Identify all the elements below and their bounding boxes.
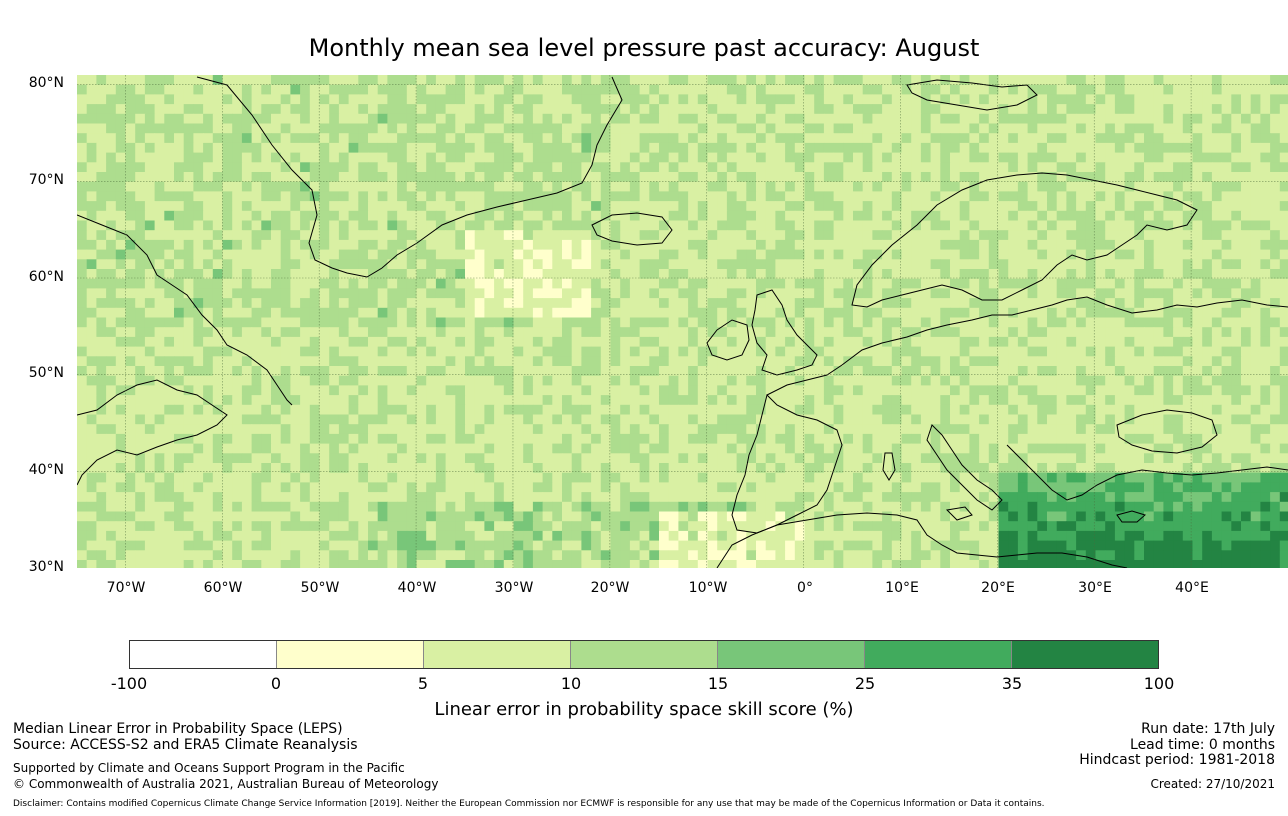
iberia-coast [731,394,843,534]
support-text: Supported by Climate and Oceans Support … [13,761,405,775]
scandinavia-coast [851,172,1198,308]
lon-label-0: 0° [797,580,813,596]
lon-label-10w: 10°W [688,580,728,596]
run-date-text: Run date: 17th July [1141,721,1275,737]
lat-label-80n: 80°N [28,75,64,91]
ireland-coast [706,319,750,361]
lon-label-10e: 10°E [885,580,919,596]
africa-coast [716,512,1128,568]
method-text: Median Linear Error in Probability Space… [13,721,343,737]
lon-label-40w: 40°W [397,580,437,596]
cyprus-coast [1116,510,1147,523]
lat-label-50n: 50°N [28,365,64,381]
colorbar-segment [130,641,277,668]
greenland-coast [196,76,623,278]
map-canvas [77,75,1288,568]
iceland-coast [591,212,673,246]
source-text: Source: ACCESS-S2 and ERA5 Climate Reana… [13,737,358,753]
colorbar-tick: 0 [270,674,282,693]
colorbar-segment [718,641,865,668]
lat-label-70n: 70°N [28,172,64,188]
coastlines [77,76,1288,568]
lat-label-30n: 30°N [28,559,64,575]
colorbar-segment [865,641,1012,668]
europe-coast [766,296,1288,396]
sardinia-coast [882,452,896,481]
created-date-text: Created: 27/10/2021 [1150,777,1275,791]
hindcast-period-text: Hindcast period: 1981-2018 [1079,752,1275,768]
lon-label-30e: 30°E [1078,580,1112,596]
black-sea-coast [1116,409,1218,454]
graticule [77,75,1288,568]
colorbar-segment [277,641,424,668]
lon-label-50w: 50°W [300,580,340,596]
map-title: Monthly mean sea level pressure past acc… [308,34,980,62]
copyright-text: © Commonwealth of Australia 2021, Austra… [13,777,439,791]
colorbar-tick: 100 [1143,674,1175,693]
italy-coast [926,424,1003,511]
colorbar-segment [424,641,571,668]
lon-label-60w: 60°W [203,580,243,596]
lead-time-text: Lead time: 0 months [1130,737,1275,753]
svalbard-coast [906,79,1038,111]
balkans-coast [1006,444,1288,501]
lat-label-60n: 60°N [28,269,64,285]
colorbar-segment [571,641,718,668]
lon-label-40e: 40°E [1175,580,1209,596]
colorbar-tick: 10 [560,674,582,693]
canada-coast [77,214,293,406]
sicily-coast [945,506,973,521]
colorbar-tick: 35 [1001,674,1023,693]
britain-coast [751,289,818,376]
lon-label-20e: 20°E [981,580,1015,596]
lon-label-70w: 70°W [106,580,146,596]
colorbar-tick: -100 [110,674,148,693]
skill-patches [77,75,1288,568]
lon-label-20w: 20°W [590,580,630,596]
colorbar-tick: 25 [854,674,876,693]
canada-coast-2 [77,379,228,486]
colorbar-tick: 15 [707,674,729,693]
skill-score-map[interactable] [77,75,1288,568]
colorbar [129,640,1159,669]
disclaimer-text: Disclaimer: Contains modified Copernicus… [13,799,1045,809]
colorbar-label: Linear error in probability space skill … [434,699,854,720]
lat-label-40n: 40°N [28,462,64,478]
colorbar-segment [1012,641,1158,668]
colorbar-tick: 5 [417,674,429,693]
lon-label-30w: 30°W [494,580,534,596]
